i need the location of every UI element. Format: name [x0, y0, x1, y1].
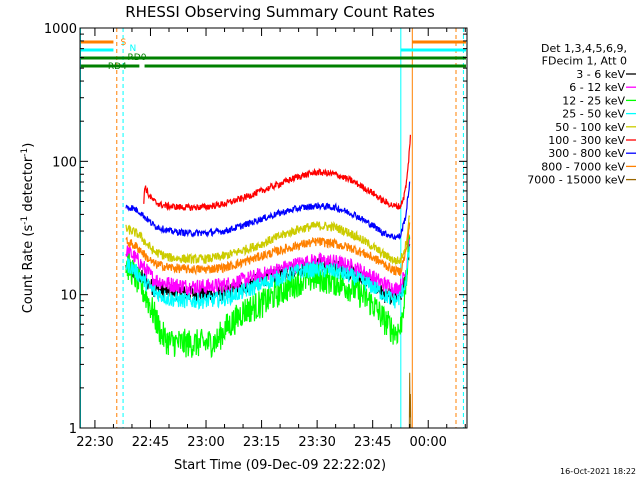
flag-label-s: S	[120, 38, 126, 48]
x-axis-label: Start Time (09-Dec-09 22:22:02)	[174, 458, 386, 473]
series-line-5	[125, 215, 411, 266]
x-tick-label: 22:30	[76, 435, 113, 450]
legend-label: 12 - 25 keV	[562, 94, 625, 107]
legend-label: 800 - 7000 keV	[541, 160, 625, 173]
x-tick-label: 22:45	[132, 435, 169, 450]
series-line-8	[125, 222, 411, 276]
series-line-6	[143, 134, 411, 212]
legend-label: 50 - 100 keV	[555, 121, 625, 134]
x-tick-label: 23:15	[243, 435, 280, 450]
series-line-9	[408, 372, 412, 429]
y-tick-label: 100	[52, 155, 77, 170]
y-tick-label: 1000	[44, 22, 77, 37]
flag-label-rd0: RD0	[128, 53, 147, 63]
x-tick-label: 23:30	[298, 435, 335, 450]
flag-label-n: N	[130, 44, 137, 54]
axes: 22:30 22:45 23:00 23:15 23:30 23:45 00:00 1 10 10…	[44, 22, 467, 450]
chart-title: RHESSI Observing Summary Count Rates	[125, 3, 435, 21]
legend-label: 7000 - 15000 keV	[527, 174, 625, 187]
series-line-4	[125, 246, 411, 310]
y-axis-label: Count Rate (s-1 detector-1)	[20, 143, 36, 314]
footer-timestamp: 16-Oct-2021 18:22	[560, 467, 636, 476]
legend: Det 1,3,4,5,6,9,FDecim 1, Att 03 - 6 keV…	[527, 42, 636, 187]
x-tick-label: 23:45	[354, 435, 391, 450]
legend-label: 300 - 800 keV	[548, 147, 625, 160]
x-tick-label: 23:00	[187, 435, 224, 450]
flag-label-rd4: RD4	[108, 62, 127, 72]
y-tick-label: 10	[60, 289, 77, 304]
x-tick-label: 00:00	[409, 435, 446, 450]
legend-header-line: FDecim 1, Att 0	[542, 55, 627, 68]
legend-label: 100 - 300 keV	[548, 134, 625, 147]
legend-label: 3 - 6 keV	[576, 68, 625, 81]
legend-header-line: Det 1,3,4,5,6,9,	[541, 42, 627, 55]
legend-label: 6 - 12 keV	[569, 81, 625, 94]
y-tick-label: 1	[69, 422, 77, 437]
series-line-3	[125, 232, 411, 359]
legend-label: 25 - 50 keV	[562, 108, 625, 121]
series-line-7	[125, 181, 411, 240]
plot-frame	[79, 27, 468, 429]
